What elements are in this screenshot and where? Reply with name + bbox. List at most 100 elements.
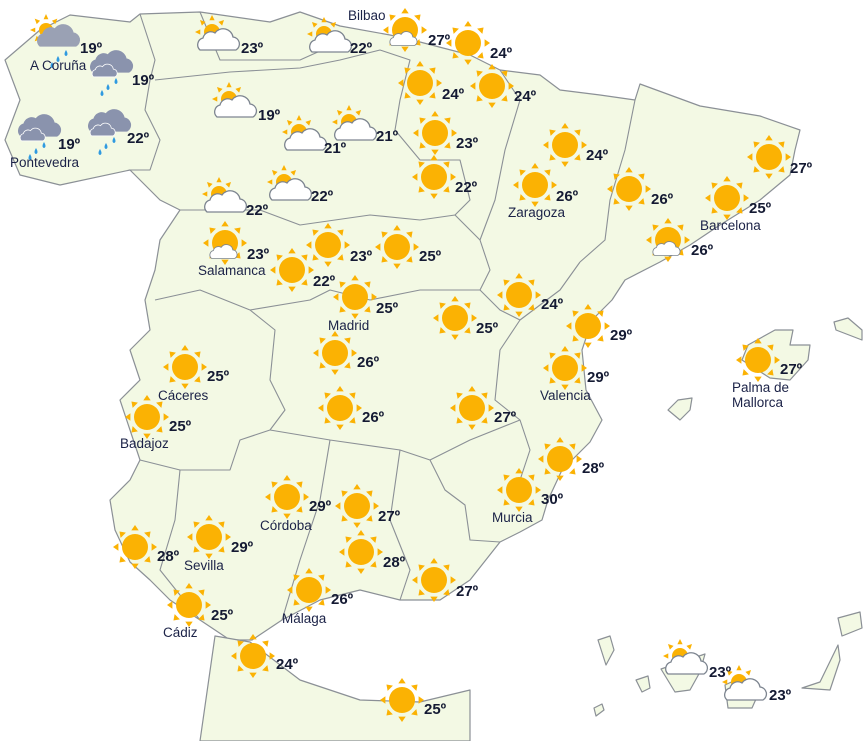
sun-icon — [287, 568, 331, 612]
rain-drop-icon — [98, 149, 102, 155]
sun-icon — [747, 135, 791, 179]
sun-ray — [351, 275, 359, 281]
sun-ray — [356, 404, 362, 412]
sun-disc — [421, 164, 447, 190]
cloud-icon — [309, 30, 353, 53]
sun-icon — [543, 123, 587, 167]
sun-ray — [218, 546, 225, 553]
sun-ray — [561, 161, 569, 167]
sun-disc — [327, 395, 353, 421]
temperature-label: 26º — [331, 591, 354, 608]
rain-drop-icon — [106, 84, 110, 90]
temperature-label: 28º — [582, 460, 605, 477]
sun-ray — [336, 424, 344, 430]
city-label: Sevilla — [184, 558, 224, 573]
temperature-label: 23º — [241, 40, 264, 57]
sun-disc — [348, 539, 374, 565]
sun-disc — [342, 284, 368, 310]
sun-ray — [464, 327, 471, 334]
sun-ray — [296, 481, 303, 488]
sun-ray — [318, 599, 325, 606]
weather-icon-sun — [306, 223, 350, 267]
sun-ray — [430, 558, 438, 564]
sun-ray — [319, 337, 326, 344]
sun-ray — [476, 70, 483, 77]
sun-icon — [470, 64, 514, 108]
temperature-label: 28º — [383, 554, 406, 571]
sun-icon — [398, 61, 442, 105]
sun-ray — [249, 634, 257, 640]
sun-ray — [543, 364, 549, 372]
sun-ray — [411, 684, 418, 691]
sun-ray — [464, 302, 471, 309]
sun-ray — [353, 484, 361, 490]
sun-ray — [574, 154, 581, 161]
sun-icon — [513, 163, 557, 207]
city-label: Madrid — [328, 318, 370, 333]
cloud-icon — [214, 95, 258, 118]
sun-ray — [151, 543, 157, 551]
weather-icon-sun-cloud — [267, 165, 313, 201]
sun-ray — [364, 306, 371, 313]
sun-icon — [566, 304, 610, 348]
sun-ray — [332, 119, 338, 125]
sun-ray — [503, 279, 510, 286]
sun-ray — [218, 19, 225, 26]
sun-ray — [287, 586, 293, 594]
sun-ray — [234, 227, 241, 234]
sun-disc — [547, 446, 573, 472]
city-label: Salamanca — [198, 263, 266, 278]
sun-disc — [196, 524, 222, 550]
sun-ray — [163, 413, 169, 421]
sun-ray — [366, 515, 373, 522]
sun-ray — [216, 177, 222, 183]
sun-ray — [321, 17, 327, 23]
sun-ray — [684, 236, 690, 244]
sun-ray — [722, 679, 728, 685]
city-label: A Coruña — [30, 58, 87, 73]
sun-ray — [312, 254, 319, 261]
weather-icon-rain — [88, 109, 132, 155]
weather-icon-sun — [313, 331, 357, 375]
weather-icon-sun — [497, 273, 541, 317]
sun-ray — [561, 384, 569, 390]
sun-ray — [351, 313, 359, 319]
weather-icon-sun — [318, 386, 362, 430]
temperature-label: 28º — [157, 548, 180, 565]
temperature-label: 27º — [428, 32, 451, 49]
sun-ray — [51, 18, 58, 25]
sun-ray — [293, 599, 300, 606]
sun-ray — [218, 521, 225, 528]
sun-ray — [736, 207, 743, 214]
temperature-label: 21º — [324, 140, 347, 157]
temperature-label: 30º — [541, 491, 564, 508]
sun-ray — [745, 669, 752, 676]
sun-ray — [364, 281, 371, 288]
sun-ray — [443, 564, 450, 571]
sun-ray — [331, 331, 339, 337]
rain-drop-icon — [28, 154, 32, 160]
sun-ray — [416, 99, 424, 105]
sun-icon — [333, 275, 377, 319]
sun-ray — [556, 437, 564, 443]
sun-ray — [169, 351, 176, 358]
temperature-label: 19º — [80, 40, 103, 57]
rain-drop-icon — [112, 137, 116, 143]
sun-ray — [156, 426, 163, 433]
sun-ray — [131, 525, 139, 531]
sun-ray — [508, 82, 514, 90]
sun-ray — [296, 506, 303, 513]
sun-ray — [330, 21, 337, 28]
sun-ray — [531, 163, 539, 169]
sun-ray — [705, 194, 711, 202]
sun-ray — [443, 589, 450, 596]
sun-ray — [288, 286, 296, 292]
sun-ray — [412, 173, 418, 181]
temperature-label: 29º — [587, 369, 610, 386]
sun-ray — [664, 218, 672, 224]
sun-ray — [393, 225, 401, 231]
sun-ray — [503, 304, 510, 311]
sun-ray — [225, 181, 232, 188]
sun-ray — [357, 530, 365, 536]
sun-ray — [181, 345, 189, 351]
